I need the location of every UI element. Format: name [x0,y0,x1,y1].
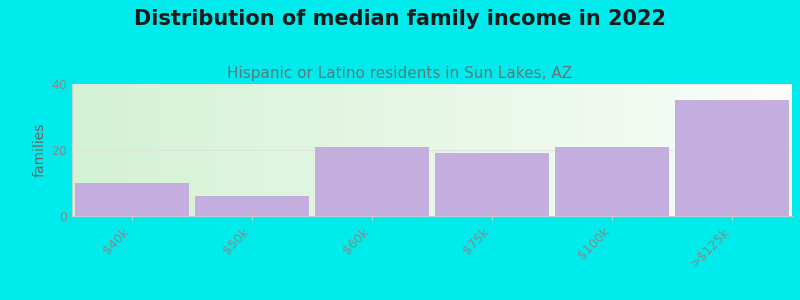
Y-axis label: families: families [33,123,47,177]
Bar [555,147,669,216]
Text: Hispanic or Latino residents in Sun Lakes, AZ: Hispanic or Latino residents in Sun Lake… [227,66,573,81]
Bar [75,183,189,216]
Bar [675,100,789,216]
Text: Distribution of median family income in 2022: Distribution of median family income in … [134,9,666,29]
Bar [435,153,549,216]
Bar [315,147,429,216]
Bar [195,196,309,216]
